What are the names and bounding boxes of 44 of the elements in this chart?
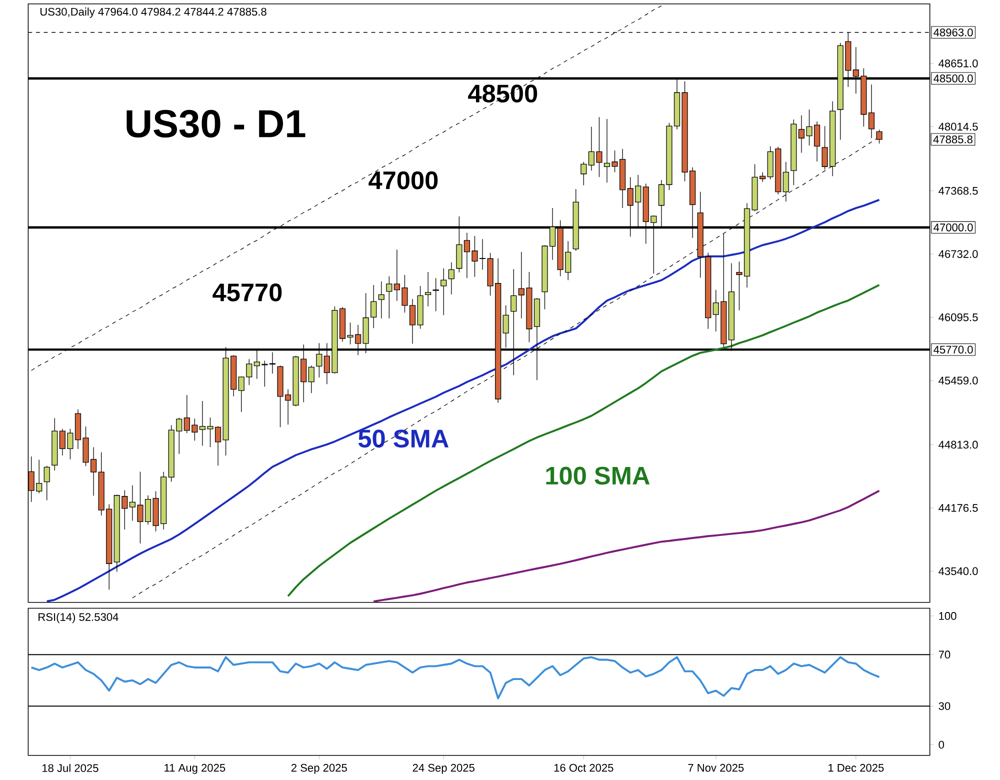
- x-tick-label: 11 Aug 2025: [164, 764, 226, 774]
- y-tick-label: 46095.5: [938, 314, 978, 322]
- y-tick-label: 44813.0: [938, 440, 978, 449]
- ref-line-label: 45770.0: [934, 346, 973, 354]
- y-tick-label: 48014.5: [938, 122, 978, 131]
- ref-line-label: 47000.0: [934, 224, 973, 232]
- candlestick: [782, 162, 789, 202]
- y-tick-label: 45459.0: [938, 376, 978, 385]
- x-tick-label: 2 Sep 2025: [291, 764, 347, 774]
- y-tick-label: 47368.5: [938, 187, 978, 195]
- y-tick-label: 48651.0: [938, 60, 978, 68]
- y-tick-label: 70: [938, 650, 950, 659]
- candlestick: [386, 276, 392, 319]
- x-tick-label: 24 Sep 2025: [412, 764, 474, 774]
- y-tick-label: 43540.0: [938, 567, 978, 576]
- y-tick-label: 44176.5: [938, 504, 978, 512]
- chart-title: US30,Daily 47964.0 47984.2 47844.2 47885.8: [40, 8, 266, 18]
- candlestick: [370, 284, 377, 329]
- annotation: 48500: [468, 84, 538, 103]
- candlestick: [432, 278, 439, 312]
- y-tick-label: 46732.0: [938, 250, 978, 258]
- candlestick: [425, 272, 432, 307]
- series-label: 100 SMA: [546, 466, 650, 485]
- x-tick-label: 7 Nov 2025: [688, 764, 744, 772]
- y-tick-label: 100: [939, 612, 956, 620]
- chart-title: RSI(14) 52.5304: [38, 612, 118, 624]
- candlestick: [440, 268, 447, 316]
- x-tick-label: 16 Oct 2025: [554, 764, 614, 772]
- ref-line-label: 48963.0: [934, 28, 973, 36]
- candlestick: [44, 466, 50, 501]
- y-tick-label: 30: [938, 702, 950, 710]
- candlestick: [378, 281, 384, 319]
- y-tick-label: 0: [938, 740, 944, 749]
- annotation: US30 - D1: [126, 110, 306, 138]
- series-label: 50 SMA: [358, 430, 449, 448]
- candlestick: [448, 262, 454, 295]
- x-tick-label: 18 Jul 2025: [42, 764, 98, 772]
- candlestick: [580, 162, 587, 186]
- annotation: 45770: [212, 284, 282, 302]
- text: 47885.8: [933, 136, 972, 144]
- annotation: 47000: [368, 171, 438, 190]
- candlestick: [308, 365, 314, 394]
- ref-line-label: 48500.0: [934, 74, 973, 82]
- x-tick-label: 1 Dec 2025: [828, 764, 884, 772]
